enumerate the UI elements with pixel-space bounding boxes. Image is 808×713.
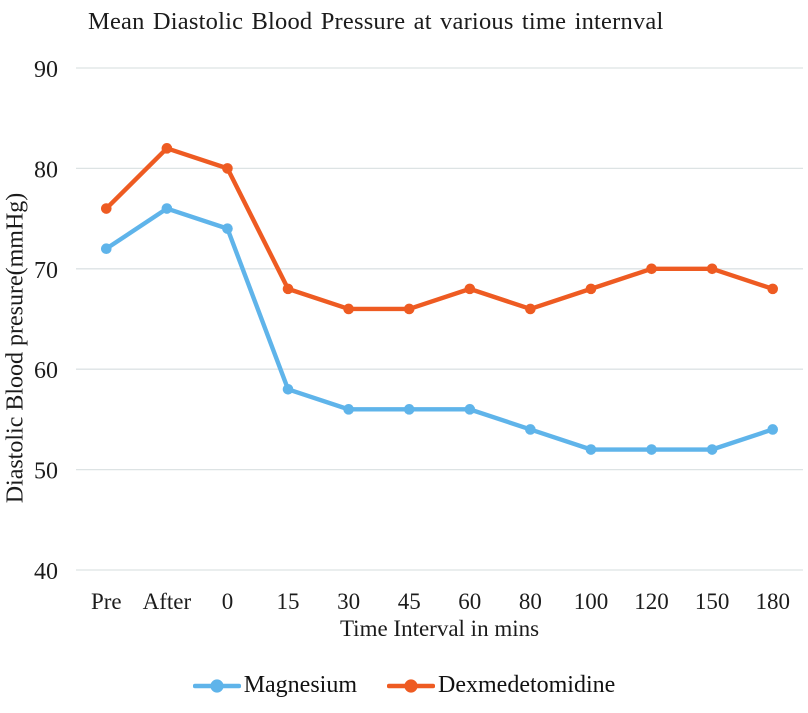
x-tick-label: 15 xyxy=(277,589,300,614)
x-tick-label: 45 xyxy=(398,589,421,614)
y-tick-label: 80 xyxy=(34,157,58,183)
legend: Magnesium Dexmedetomidine xyxy=(0,672,808,699)
data-point-marker-dexmedetomidine xyxy=(525,303,536,315)
y-tick-label: 40 xyxy=(34,559,58,585)
x-axis-title: Time Interval in mins xyxy=(339,616,540,641)
chart-title: Mean Diastolic Blood Pressure at various… xyxy=(88,8,664,35)
data-point-marker-magnesium xyxy=(343,404,354,415)
x-tick-label: 120 xyxy=(634,589,669,614)
y-tick-label: 90 xyxy=(34,57,58,83)
legend-item-dexmedetomidine: Dexmedetomidine xyxy=(387,672,615,699)
data-point-marker-dexmedetomidine xyxy=(282,283,294,295)
y-tick-label: 60 xyxy=(34,358,58,384)
data-point-marker-magnesium xyxy=(100,243,112,255)
y-tick-label: 50 xyxy=(34,459,58,485)
y-tick-label: 70 xyxy=(34,258,58,284)
data-point-marker-magnesium xyxy=(585,444,597,455)
legend-label-dexmedetomidine: Dexmedetomidine xyxy=(438,672,616,698)
data-point-marker-magnesium xyxy=(525,424,536,435)
data-point-marker-dexmedetomidine xyxy=(585,283,597,295)
data-point-marker-dexmedetomidine xyxy=(161,143,173,154)
data-point-marker-dexmedetomidine xyxy=(646,263,657,275)
data-point-marker-dexmedetomidine xyxy=(767,283,779,295)
x-tick-label: 180 xyxy=(755,589,790,614)
data-point-marker-dexmedetomidine xyxy=(403,303,415,315)
data-point-marker-dexmedetomidine xyxy=(464,283,476,295)
x-tick-label: 30 xyxy=(337,589,360,614)
data-point-marker-magnesium xyxy=(403,404,415,415)
data-point-marker-magnesium xyxy=(222,223,233,234)
series-line-magnesium xyxy=(104,206,775,452)
data-point-marker-magnesium xyxy=(706,444,718,455)
data-point-marker-dexmedetomidine xyxy=(706,263,718,275)
x-tick-label: 0 xyxy=(222,589,234,614)
x-tick-label: Pre xyxy=(91,589,122,614)
magnesium-line-marker-icon xyxy=(192,678,241,693)
dexmedetomidine-line-marker-icon xyxy=(387,678,436,693)
data-point-marker-magnesium xyxy=(161,203,173,214)
x-tick-label: 100 xyxy=(574,589,609,614)
legend-label-magnesium: Magnesium xyxy=(243,672,358,698)
data-point-marker-magnesium xyxy=(464,404,476,415)
x-tick-label: 60 xyxy=(458,589,481,614)
series-line-dexmedetomidine xyxy=(104,146,775,312)
x-tick-label: 80 xyxy=(519,589,542,614)
data-point-marker-magnesium xyxy=(646,444,657,455)
data-point-marker-magnesium xyxy=(767,424,779,435)
data-point-marker-dexmedetomidine xyxy=(222,163,233,174)
legend-item-magnesium: Magnesium xyxy=(192,672,358,699)
x-tick-label: 150 xyxy=(695,589,730,614)
data-point-marker-dexmedetomidine xyxy=(100,203,112,214)
data-point-marker-dexmedetomidine xyxy=(343,303,354,315)
data-point-marker-magnesium xyxy=(282,383,294,395)
x-tick-label: After xyxy=(143,589,192,614)
